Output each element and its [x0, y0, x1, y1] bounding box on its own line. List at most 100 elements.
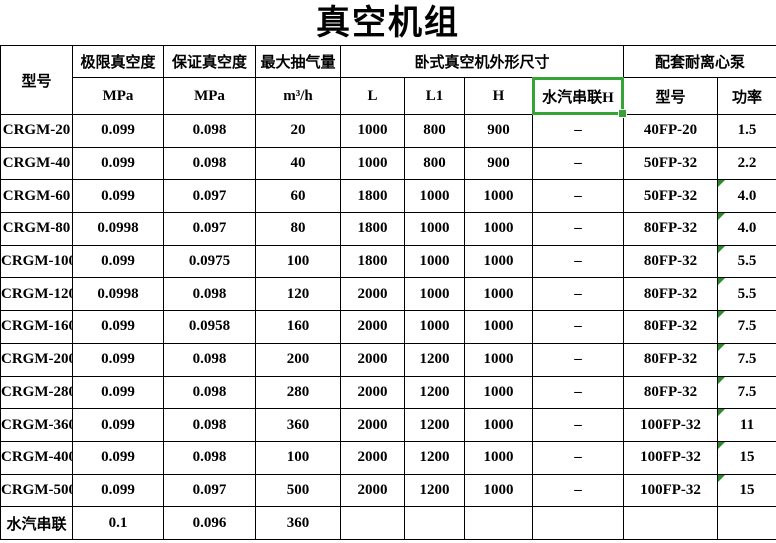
cell-ultimate[interactable]: 0.1 [72, 506, 164, 540]
cell-pump[interactable]: 100FP-32 [623, 473, 719, 508]
cell-model[interactable]: CRGM-500 [0, 473, 76, 508]
cell-H[interactable]: 1000 [464, 473, 533, 508]
cell-L[interactable]: 1800 [340, 244, 405, 279]
cell-guaranteed[interactable]: 0.098 [163, 277, 256, 312]
cell-power[interactable]: 15 [717, 473, 776, 508]
cell-power[interactable]: 15 [717, 440, 776, 475]
cell-L[interactable]: 1800 [340, 212, 405, 246]
cell-L1[interactable]: 800 [404, 114, 465, 148]
header-ultimate-vacuum[interactable]: 极限真空度 [72, 45, 164, 78]
cell-L[interactable]: 2000 [340, 440, 405, 475]
cell-L1[interactable]: 1200 [404, 440, 465, 475]
cell-steam[interactable]: – [531, 146, 625, 181]
cell-power[interactable]: 5.5 [717, 277, 776, 312]
cell-power[interactable]: 7.5 [717, 342, 776, 377]
cell-ultimate[interactable]: 0.099 [72, 342, 164, 377]
cell-guaranteed[interactable]: 0.098 [163, 342, 256, 377]
cell-L1[interactable]: 1000 [404, 212, 465, 246]
cell-power[interactable]: 7.5 [717, 375, 776, 410]
cell-model[interactable]: CRGM-200 [0, 342, 76, 377]
cell-H[interactable]: 1000 [464, 408, 533, 442]
cell-power[interactable]: 7.5 [717, 310, 776, 344]
cell-model[interactable]: CRGM-20 [0, 114, 73, 148]
cell-guaranteed[interactable]: 0.0975 [163, 244, 256, 279]
cell-L[interactable]: 2000 [340, 342, 405, 377]
cell-ultimate[interactable]: 0.0998 [72, 212, 164, 246]
header-guaranteed-vacuum[interactable]: 保证真空度 [163, 45, 256, 78]
cell-pump[interactable]: 80FP-32 [623, 342, 719, 377]
header-pump-power[interactable]: 功率 [717, 77, 776, 115]
cell-model[interactable]: CRGM-60 [0, 179, 73, 214]
cell-L1[interactable] [404, 506, 465, 540]
cell-guaranteed[interactable]: 0.097 [163, 179, 256, 214]
cell-steam[interactable]: – [531, 375, 625, 410]
cell-H[interactable]: 900 [464, 146, 533, 181]
cell-capacity[interactable]: 160 [255, 310, 341, 344]
cell-power[interactable]: 4.0 [717, 179, 776, 214]
header-dim-h[interactable]: H [464, 77, 533, 115]
cell-pump[interactable]: 80FP-32 [623, 310, 719, 344]
cell-pump[interactable]: 100FP-32 [623, 440, 719, 475]
cell-power[interactable]: 11 [717, 408, 776, 442]
cell-L[interactable]: 1000 [340, 146, 405, 181]
cell-L1[interactable]: 1200 [404, 408, 465, 442]
cell-L[interactable]: 2000 [340, 375, 405, 410]
cell-L1[interactable]: 1200 [404, 375, 465, 410]
cell-capacity[interactable]: 100 [255, 244, 341, 279]
cell-H[interactable]: 1000 [464, 179, 533, 214]
cell-power[interactable]: 5.5 [717, 244, 776, 279]
cell-steam[interactable]: – [531, 342, 625, 377]
cell-H[interactable]: 1000 [464, 375, 533, 410]
cell-capacity[interactable]: 200 [255, 342, 341, 377]
cell-L[interactable]: 1000 [340, 114, 405, 148]
cell-L1[interactable]: 1200 [404, 342, 465, 377]
cell-capacity[interactable]: 360 [255, 408, 341, 442]
header-max-pumping[interactable]: 最大抽气量 [255, 45, 341, 78]
cell-model[interactable]: CRGM-360 [0, 408, 76, 442]
cell-L[interactable]: 2000 [340, 277, 405, 312]
cell-pump[interactable]: 80FP-32 [623, 375, 719, 410]
cell-ultimate[interactable]: 0.099 [72, 440, 164, 475]
cell-steam[interactable]: – [531, 408, 625, 442]
cell-ultimate[interactable]: 0.099 [72, 114, 164, 148]
cell-capacity[interactable]: 80 [255, 212, 341, 246]
cell-capacity[interactable]: 60 [255, 179, 341, 214]
cell-guaranteed[interactable]: 0.097 [163, 473, 256, 508]
cell-steam[interactable]: – [531, 310, 625, 344]
cell-ultimate[interactable]: 0.099 [72, 146, 164, 181]
cell-ultimate[interactable]: 0.099 [72, 179, 164, 214]
cell-L1[interactable]: 1000 [404, 244, 465, 279]
cell-pump[interactable]: 80FP-32 [623, 277, 719, 312]
header-pump-group[interactable]: 配套耐离心泵 [623, 45, 776, 78]
cell-pump[interactable]: 50FP-32 [623, 146, 719, 181]
cell-steam[interactable]: – [531, 277, 625, 312]
cell-capacity[interactable]: 40 [255, 146, 341, 181]
cell-guaranteed[interactable]: 0.097 [163, 212, 256, 246]
cell-capacity[interactable]: 20 [255, 114, 341, 148]
cell-pump[interactable]: 80FP-32 [623, 212, 719, 246]
cell-power[interactable]: 2.2 [717, 146, 776, 181]
cell-model[interactable]: CRGM-40 [0, 146, 73, 181]
cell-guaranteed[interactable]: 0.098 [163, 440, 256, 475]
cell-steam[interactable]: – [531, 179, 625, 214]
cell-model[interactable]: CRGM-400 [0, 440, 76, 475]
cell-H[interactable]: 1000 [464, 212, 533, 246]
cell-L1[interactable]: 1000 [404, 277, 465, 312]
cell-steam[interactable]: – [531, 114, 625, 148]
cell-model[interactable]: CRGM-80 [0, 212, 73, 246]
cell-guaranteed[interactable]: 0.096 [163, 506, 256, 540]
cell-steam[interactable]: – [531, 244, 625, 279]
cell-H[interactable]: 1000 [464, 310, 533, 344]
cell-pump[interactable]: 80FP-32 [623, 244, 719, 279]
cell-H[interactable]: 1000 [464, 277, 533, 312]
cell-model[interactable]: CRGM-100 [0, 244, 76, 279]
header-unit-mpa-2[interactable]: MPa [163, 77, 256, 115]
cell-L[interactable]: 2000 [340, 473, 405, 508]
cell-guaranteed[interactable]: 0.098 [163, 146, 256, 181]
cell-L[interactable] [340, 506, 405, 540]
cell-power[interactable] [717, 506, 776, 540]
cell-ultimate[interactable]: 0.099 [72, 310, 164, 344]
cell-L1[interactable]: 1000 [404, 310, 465, 344]
cell-ultimate[interactable]: 0.099 [72, 408, 164, 442]
header-dimensions-group[interactable]: 卧式真空机外形尺寸 [339, 45, 625, 78]
